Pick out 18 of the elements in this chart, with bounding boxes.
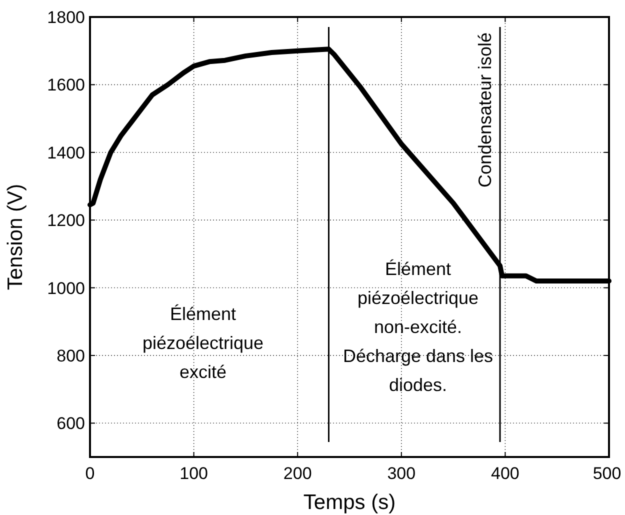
y-tick-label: 600: [56, 414, 85, 434]
y-tick-label: 800: [56, 346, 85, 366]
y-tick-label: 1400: [47, 143, 85, 162]
x-tick-label: 400: [491, 464, 520, 483]
x-tick-label: 500: [592, 464, 622, 483]
y-tick-label: 1600: [47, 76, 85, 95]
x-tick-label: 0: [85, 464, 95, 483]
x-tick-label: 200: [283, 464, 312, 483]
annotation: Élément piézoélectrique excité: [142, 304, 264, 382]
annotation: Élément piézoélectrique non-excité. Décharge dans les diodes.: [342, 259, 494, 395]
x-tick-label: 100: [180, 464, 208, 483]
x-tick-label: 300: [387, 464, 416, 483]
y-tick-label: 1200: [47, 211, 85, 230]
x-axis-title: Temps (s): [303, 491, 396, 514]
y-axis-title: Tension (V): [4, 184, 27, 290]
y-tick-label: 1800: [47, 8, 85, 27]
annotation: Condensateur isolé: [475, 32, 495, 188]
y-tick-label: 1000: [47, 278, 85, 298]
